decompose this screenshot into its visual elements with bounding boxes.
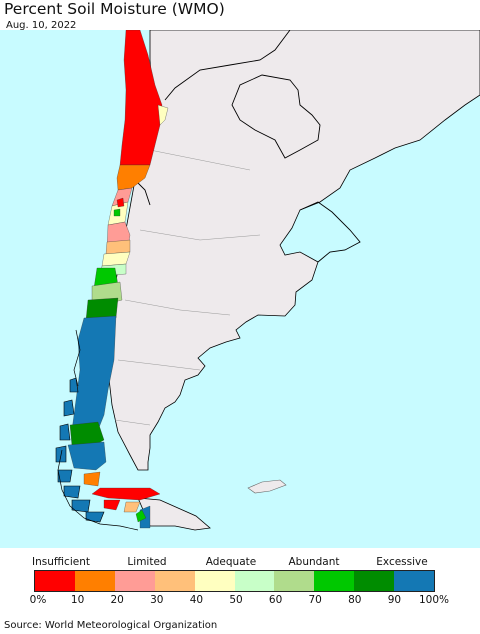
legend-tick-7: 70 xyxy=(308,594,322,606)
moisture-region-green-dot xyxy=(113,208,121,217)
moisture-region-excessive-south xyxy=(67,441,107,471)
legend-swatch-9 xyxy=(394,571,435,591)
country-borders xyxy=(134,30,361,263)
legend-swatch-6 xyxy=(274,571,315,591)
legend-tick-0: 0% xyxy=(29,594,47,606)
map-area xyxy=(0,30,480,548)
legend-categories: Insufficient Limited Adequate Abundant E… xyxy=(0,556,480,568)
legend-swatch-4 xyxy=(194,571,235,591)
legend-category-limited: Limited xyxy=(127,556,167,568)
legend-category-excessive: Excessive xyxy=(376,556,428,568)
moisture-region-red-tdf xyxy=(103,499,121,511)
moisture-region-peach-tdf xyxy=(123,501,141,513)
legend-tick-10: 100% xyxy=(418,594,450,606)
land-mass xyxy=(107,30,480,471)
legend-swatch-3 xyxy=(154,571,195,591)
source-credit: Source: World Meteorological Organizatio… xyxy=(4,620,218,631)
legend-swatch-1 xyxy=(74,571,115,591)
legend-swatch-8 xyxy=(354,571,395,591)
legend-tick-2: 20 xyxy=(110,594,124,606)
legend-tick-3: 30 xyxy=(150,594,164,606)
legend-tick-9: 90 xyxy=(387,594,402,606)
moisture-region-red-dot xyxy=(116,197,125,208)
map-title: Percent Soil Moisture (WMO) xyxy=(4,0,225,18)
fjord-islands xyxy=(55,377,105,523)
legend-ticks: 0% 10 20 30 40 50 60 70 80 90 100% xyxy=(0,594,480,606)
legend-colorbar xyxy=(34,570,435,592)
moisture-region-orange-b xyxy=(105,239,131,255)
legend-category-adequate: Adequate xyxy=(205,556,257,568)
legend-swatch-0 xyxy=(35,571,75,591)
moisture-region-orange-south xyxy=(83,471,101,487)
legend-tick-4: 40 xyxy=(189,594,204,606)
legend-tick-5: 50 xyxy=(229,594,243,606)
moisture-region-insufficient-north xyxy=(119,30,163,166)
chile-moisture xyxy=(67,30,169,529)
legend-swatch-5 xyxy=(234,571,275,591)
legend-swatch-7 xyxy=(314,571,355,591)
tierra-del-fuego-land xyxy=(137,497,211,531)
legend-tick-1: 10 xyxy=(70,594,85,606)
legend-tick-6: 60 xyxy=(268,594,283,606)
soil-moisture-map xyxy=(0,30,480,548)
fjord-details xyxy=(57,329,139,531)
moisture-region-light-yellow xyxy=(157,104,169,126)
island xyxy=(247,479,287,494)
province-lines xyxy=(114,149,261,426)
moisture-region-red-south xyxy=(91,487,161,501)
legend-category-abundant: Abundant xyxy=(288,556,340,568)
legend-tick-8: 80 xyxy=(348,594,362,606)
map-date: Aug. 10, 2022 xyxy=(6,20,77,31)
moisture-region-green-tdf xyxy=(135,509,147,523)
legend-swatch-2 xyxy=(114,571,155,591)
legend-category-insufficient: Insufficient xyxy=(32,556,90,568)
